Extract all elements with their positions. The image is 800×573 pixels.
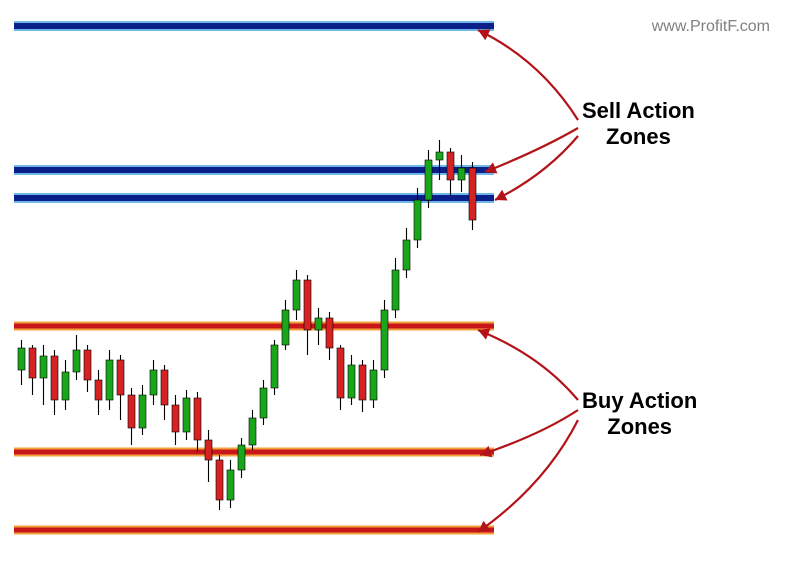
zone-lines-group xyxy=(14,21,494,535)
candlestick-zones-chart xyxy=(0,0,800,573)
arrows-group xyxy=(478,29,578,532)
